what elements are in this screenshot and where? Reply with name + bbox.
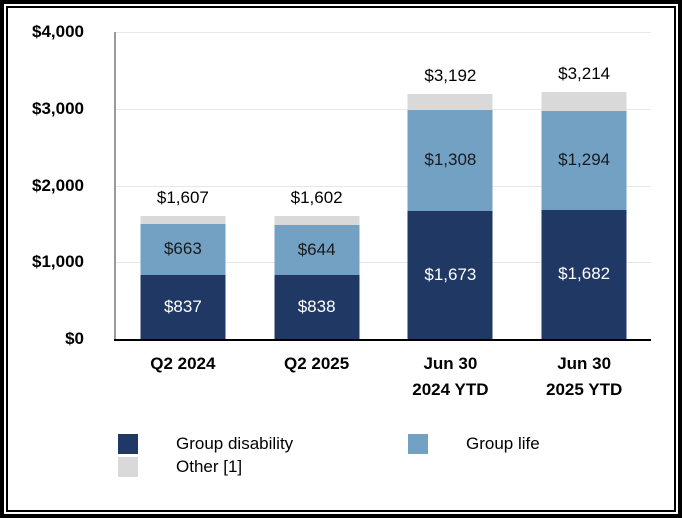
bar-segment-group-disability: $837 [140,274,226,339]
bar-segment-other [274,216,360,226]
x-axis-label: Q2 2024 [116,351,250,403]
bar-value-label: $1,294 [558,150,611,170]
bar-value-label: $837 [163,296,202,316]
y-axis: $4,000 $3,000 $2,000 $1,000 $0 [18,22,84,348]
bar-slot: $837 $663 $1,607 [116,32,250,339]
bar-segment-group-life: $663 [140,223,226,275]
legend-swatch-group-disability-icon [118,434,138,454]
gridline [116,108,651,110]
x-axis-baseline [114,339,651,341]
bar-segment-group-life: $1,308 [407,110,493,211]
bar-value-label: $838 [297,296,336,316]
x-axis-label-line: Q2 2024 [150,354,216,373]
bar-segment-other [407,94,493,111]
y-tick-label: $2,000 [32,175,84,195]
bar-segment-other [140,215,226,224]
y-tick-label: $3,000 [32,98,84,118]
legend-column-left: Group disability Other [1] [118,434,293,480]
bar-segment-group-disability: $1,673 [407,210,493,339]
bar-slot: $838 $644 $1,602 [250,32,384,339]
bar-value-label: $663 [163,239,202,259]
x-axis-label-line: 2024 YTD [412,380,489,399]
bar-value-label: $1,682 [558,264,611,284]
y-tick-label: $0 [65,329,84,348]
bar-segment-group-life: $1,294 [541,110,627,210]
x-axis-label-line: Q2 2025 [284,354,350,373]
bars: $837 $663 $1,607 $838 $644 $1,602 $1,673 $1,308… [116,32,651,339]
plot-area: $837 $663 $1,607 $838 $644 $1,602 $1,673 $1,308… [114,32,651,341]
x-axis-label: Jun 30 2024 YTD [384,351,518,403]
y-tick-label: $1,000 [32,252,84,272]
legend-label: Other [1] [176,457,243,476]
legend-swatch-other-icon [118,457,138,477]
x-axis-label-line: 2025 YTD [546,380,623,399]
legend-item-group-life: Group life [408,434,540,454]
legend-label: Group life [466,434,540,453]
bar-value-label: $1,673 [424,264,477,284]
gridline [116,185,651,187]
bar-segment-group-disability: $838 [274,274,360,339]
bar-slot: $1,682 $1,294 $3,214 [517,32,651,339]
x-axis-label-line: Jun 30 [423,354,478,373]
gridline [116,262,651,264]
bar-value-label: $1,308 [424,150,477,170]
y-axis-line [114,32,116,339]
legend-column-right: Group life [408,434,540,457]
legend-label: Group disability [176,434,294,453]
bar-segment-group-disability: $1,682 [541,209,627,339]
x-axis-label: Jun 30 2025 YTD [517,351,651,403]
legend-item-group-disability: Group disability [118,434,293,454]
y-tick-label: $4,000 [32,22,84,41]
bar-total-label: $1,602 [290,188,343,208]
bar-segment-group-life: $644 [274,225,360,275]
gridline [116,32,651,33]
x-axis-label: Q2 2025 [250,351,384,403]
legend-swatch-group-life-icon [408,434,428,454]
bar-total-label: $3,192 [424,66,477,86]
bar-total-label: $3,214 [558,64,611,84]
bar-segment-other [541,92,627,111]
bar-slot: $1,673 $1,308 $3,192 [384,32,518,339]
x-axis-label-line: Jun 30 [557,354,612,373]
bar-value-label: $644 [297,239,336,259]
legend-item-other: Other [1] [118,457,293,477]
x-axis: Q2 2024 Q2 2025 Jun 30 2024 YTD Jun 30 2025 Y… [116,351,651,403]
bar-total-label: $1,607 [156,187,209,207]
